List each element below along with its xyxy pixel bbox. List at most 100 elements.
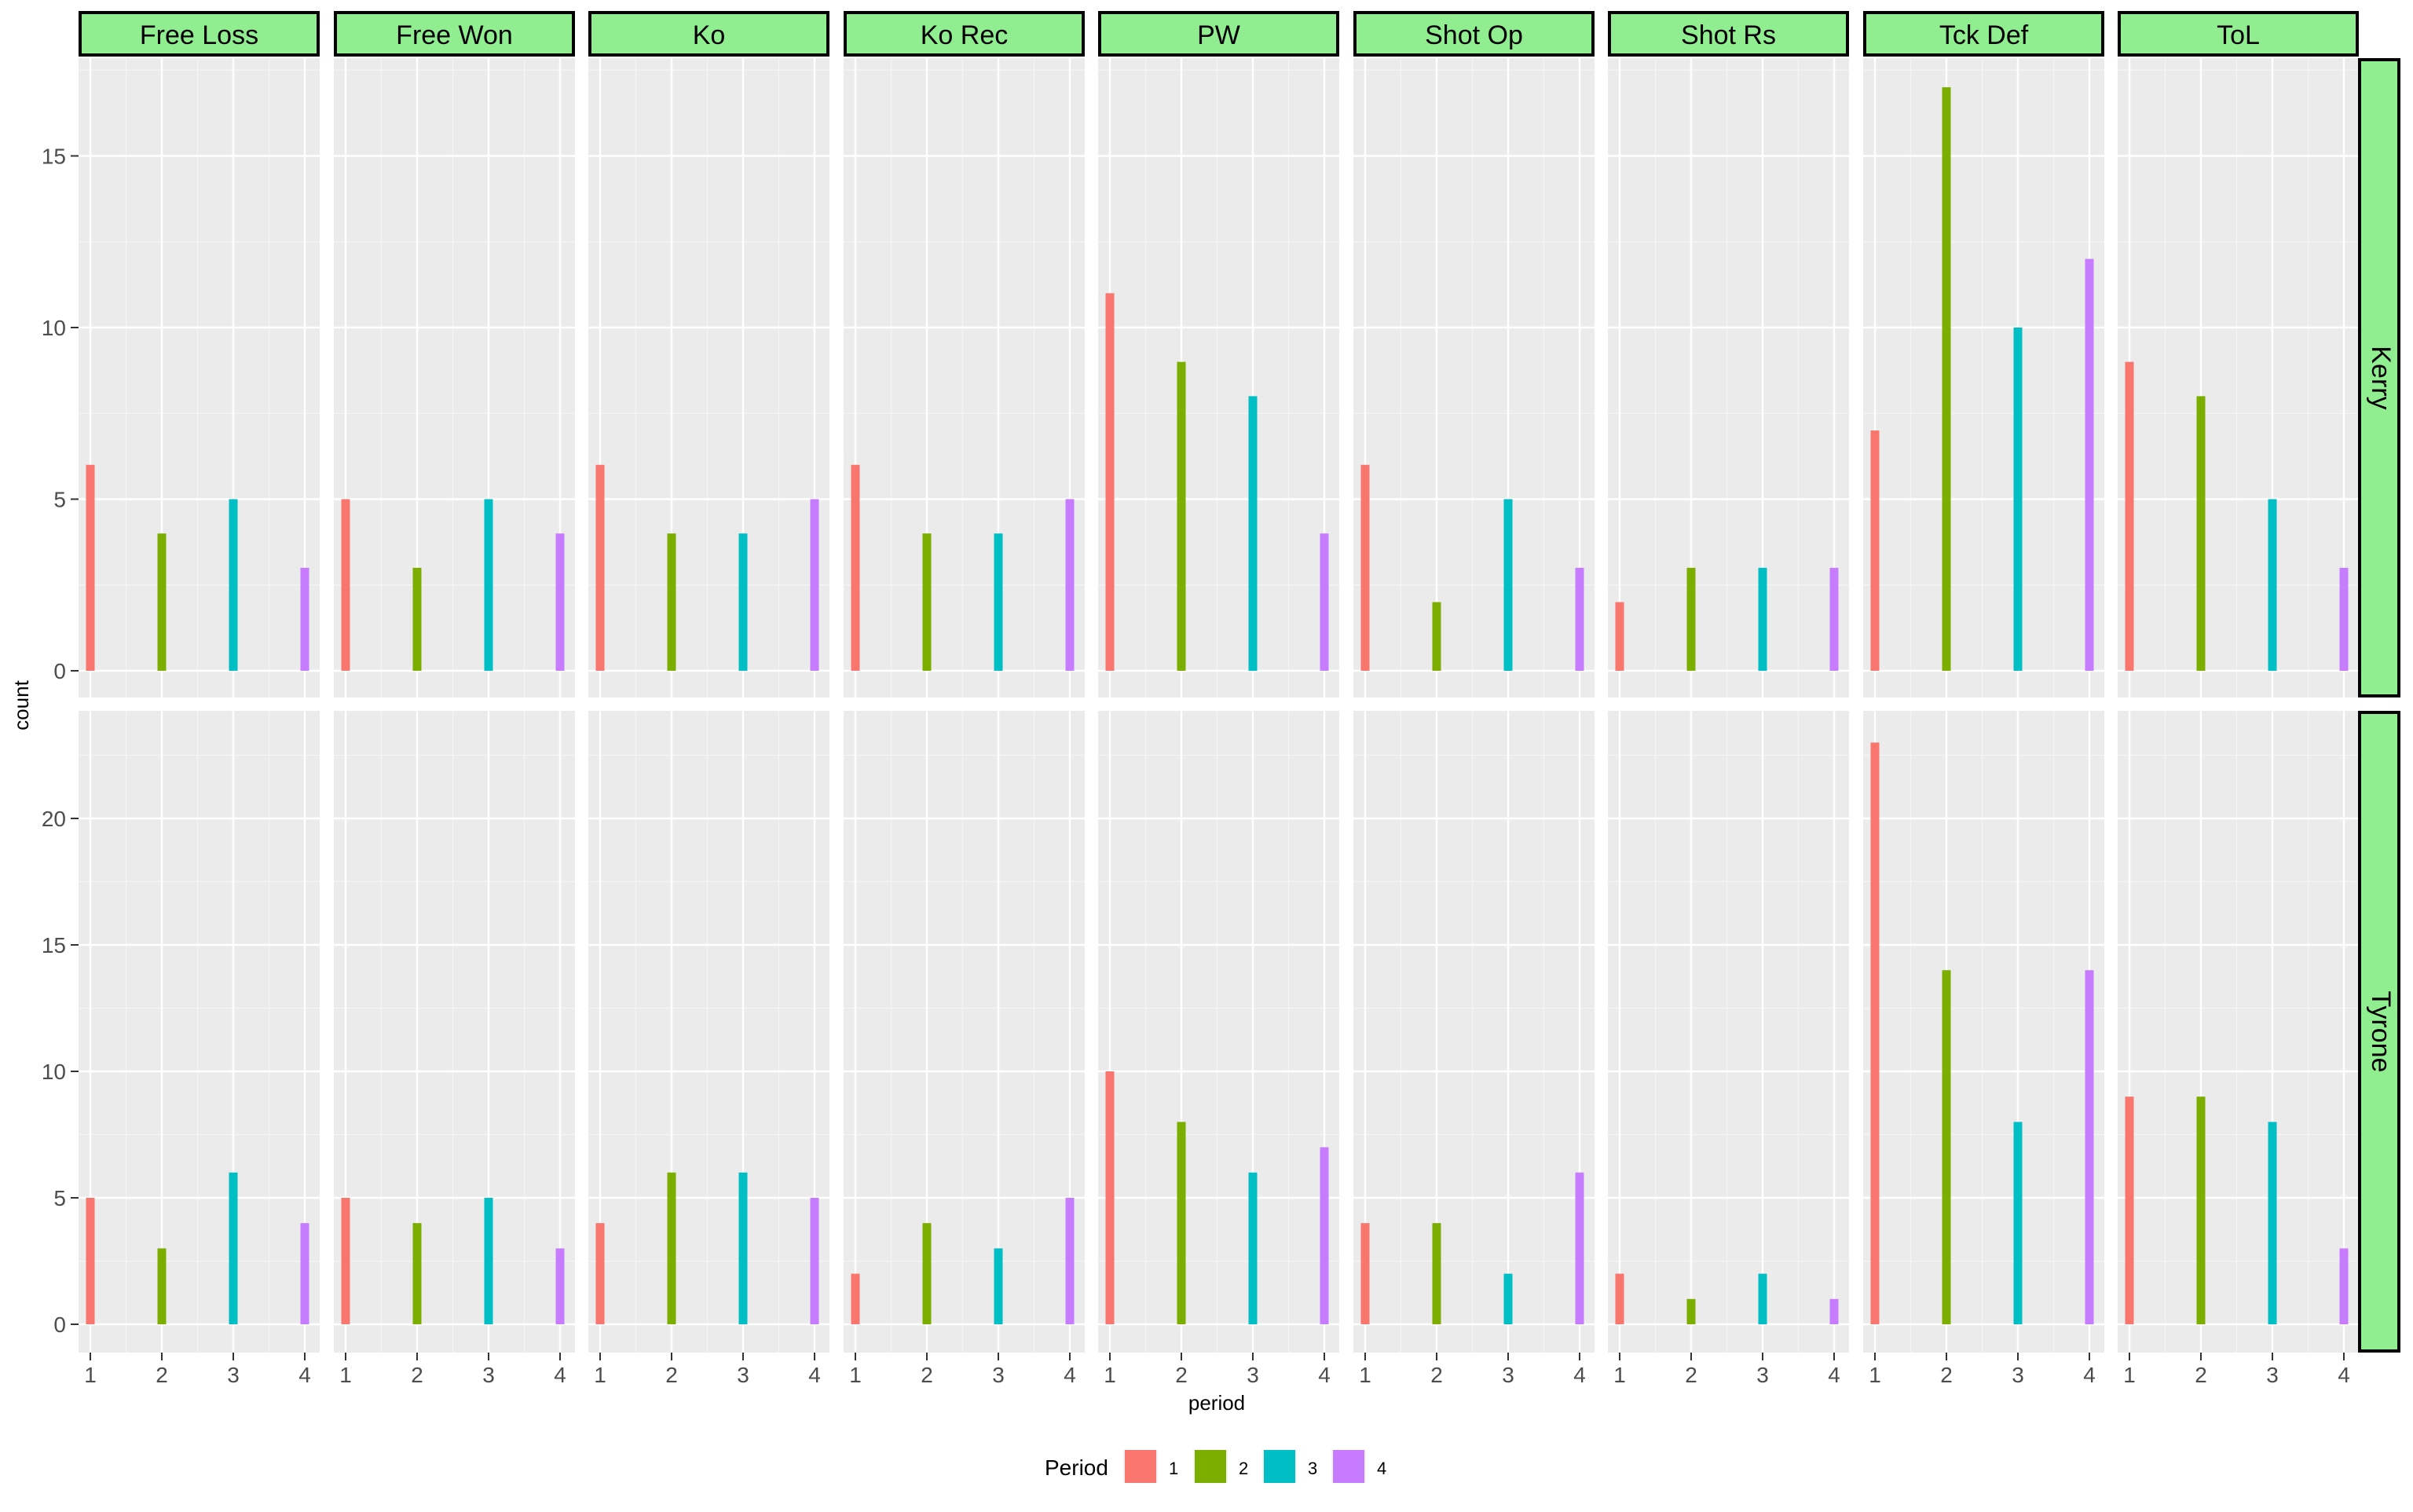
x-tick-label: 3 xyxy=(1247,1363,1259,1387)
facet-strip-kerry xyxy=(2358,58,2400,697)
bar-tyrone-free-loss-period-2 xyxy=(157,1248,167,1324)
x-tick-label: 3 xyxy=(2266,1363,2279,1387)
bar-kerry-pw-period-1 xyxy=(1105,293,1115,671)
facet-strip-shot-op xyxy=(1353,11,1595,57)
x-axis-title: period xyxy=(1188,1391,1245,1415)
y-tick-label: 5 xyxy=(53,1186,66,1210)
facet-strip-tyrone xyxy=(2358,711,2400,1353)
facet-strip-label: Ko Rec xyxy=(921,20,1009,50)
bar-kerry-ko-rec-period-4 xyxy=(1065,499,1075,671)
legend-key-period-2 xyxy=(1195,1450,1226,1483)
x-tick-label: 3 xyxy=(1502,1363,1514,1387)
bar-tyrone-tck-def-period-4 xyxy=(2085,970,2094,1324)
x-tick-label: 4 xyxy=(808,1363,821,1387)
bar-tyrone-ko-rec-period-1 xyxy=(851,1273,860,1324)
x-tick-label: 3 xyxy=(992,1363,1005,1387)
bar-tyrone-pw-period-1 xyxy=(1105,1071,1115,1324)
x-tick-label: 1 xyxy=(594,1363,606,1387)
bar-kerry-tck-def-period-3 xyxy=(2013,328,2023,671)
bar-tyrone-tol-period-1 xyxy=(2125,1096,2134,1324)
facet-strip-label: Tyrone xyxy=(2366,991,2396,1073)
panel-background xyxy=(1353,711,1595,1353)
bar-kerry-pw-period-4 xyxy=(1320,533,1329,671)
x-tick-label: 1 xyxy=(1869,1363,1881,1387)
bar-tyrone-ko-period-2 xyxy=(667,1172,676,1324)
x-tick-label: 1 xyxy=(849,1363,862,1387)
panel-background xyxy=(2118,711,2359,1353)
bar-kerry-ko-period-1 xyxy=(595,464,605,671)
x-tick-label: 4 xyxy=(1573,1363,1586,1387)
panel-background xyxy=(334,711,575,1353)
bar-kerry-shot-op-period-3 xyxy=(1503,499,1513,671)
x-tick-label: 1 xyxy=(2123,1363,2136,1387)
bar-tyrone-free-won-period-1 xyxy=(341,1198,350,1324)
y-tick-label: 5 xyxy=(53,488,66,512)
bar-tyrone-ko-period-3 xyxy=(738,1172,748,1324)
x-tick-label: 4 xyxy=(298,1363,311,1387)
bar-kerry-shot-op-period-2 xyxy=(1432,602,1441,671)
x-tick-label: 2 xyxy=(411,1363,423,1387)
x-tick-label: 1 xyxy=(339,1363,352,1387)
facet-strip-free-won xyxy=(334,11,575,57)
facet-strip-label: PW xyxy=(1197,20,1240,50)
bar-tyrone-free-won-period-3 xyxy=(484,1198,493,1324)
bar-kerry-free-won-period-1 xyxy=(341,499,350,671)
facet-strip-shot-rs xyxy=(1608,11,1849,57)
bar-tyrone-free-loss-period-1 xyxy=(86,1198,95,1324)
facet-strip-free-loss xyxy=(79,11,320,57)
bar-tyrone-tol-period-2 xyxy=(2196,1096,2206,1324)
x-tick-label: 4 xyxy=(2338,1363,2350,1387)
panel-background xyxy=(1863,711,2104,1353)
panel-background xyxy=(334,58,575,697)
bar-kerry-tck-def-period-2 xyxy=(1942,87,1951,672)
facet-strip-ko-rec xyxy=(844,11,1085,57)
bar-kerry-shot-rs-period-4 xyxy=(1829,567,1839,671)
x-tick-label: 3 xyxy=(482,1363,495,1387)
bar-kerry-tol-period-4 xyxy=(2339,567,2349,671)
legend-label: 1 xyxy=(1169,1459,1178,1478)
bar-kerry-shot-op-period-4 xyxy=(1575,567,1584,671)
y-tick-label: 0 xyxy=(53,1312,66,1337)
facet-strip-pw xyxy=(1098,11,1339,57)
x-tick-label: 2 xyxy=(2195,1363,2207,1387)
bar-tyrone-free-loss-period-3 xyxy=(229,1172,238,1324)
bar-kerry-shot-rs-period-1 xyxy=(1615,602,1624,671)
bar-kerry-tol-period-3 xyxy=(2268,499,2277,671)
panel-background xyxy=(79,711,320,1353)
bar-kerry-shot-rs-period-2 xyxy=(1686,567,1696,671)
bar-tyrone-shot-op-period-2 xyxy=(1432,1223,1441,1324)
panel-background xyxy=(1608,58,1849,697)
x-tick-label: 1 xyxy=(1104,1363,1116,1387)
facet-strip-ko xyxy=(588,11,829,57)
bar-kerry-free-won-period-3 xyxy=(484,499,493,671)
legend-key-period-4 xyxy=(1333,1450,1364,1483)
bar-tyrone-tck-def-period-1 xyxy=(1870,742,1880,1324)
x-tick-label: 2 xyxy=(1685,1363,1697,1387)
y-tick-label: 20 xyxy=(42,807,66,831)
bar-kerry-free-won-period-4 xyxy=(555,533,565,671)
x-tick-label: 2 xyxy=(1175,1363,1188,1387)
y-axis-title: count xyxy=(9,679,33,730)
bar-tyrone-pw-period-3 xyxy=(1248,1172,1258,1324)
x-tick-label: 3 xyxy=(737,1363,749,1387)
bar-tyrone-shot-op-period-3 xyxy=(1503,1273,1513,1324)
x-tick-label: 2 xyxy=(1430,1363,1443,1387)
legend-title: Period xyxy=(1045,1455,1108,1480)
bar-kerry-free-loss-period-2 xyxy=(157,533,167,671)
bar-kerry-ko-period-2 xyxy=(667,533,676,671)
x-tick-label: 1 xyxy=(1359,1363,1371,1387)
legend-label: 3 xyxy=(1308,1459,1317,1478)
x-tick-label: 4 xyxy=(2083,1363,2096,1387)
y-tick-label: 10 xyxy=(42,316,66,340)
bar-kerry-pw-period-2 xyxy=(1177,361,1186,671)
facet-strip-label: Ko xyxy=(693,20,726,50)
facet-strip-label: ToL xyxy=(2217,20,2260,50)
x-tick-label: 4 xyxy=(554,1363,566,1387)
x-tick-label: 2 xyxy=(1940,1363,1953,1387)
bar-kerry-shot-rs-period-3 xyxy=(1758,567,1767,671)
bar-tyrone-ko-rec-period-2 xyxy=(922,1223,932,1324)
bar-tyrone-ko-rec-period-4 xyxy=(1065,1198,1075,1324)
x-tick-label: 2 xyxy=(665,1363,678,1387)
bar-tyrone-shot-op-period-1 xyxy=(1360,1223,1370,1324)
